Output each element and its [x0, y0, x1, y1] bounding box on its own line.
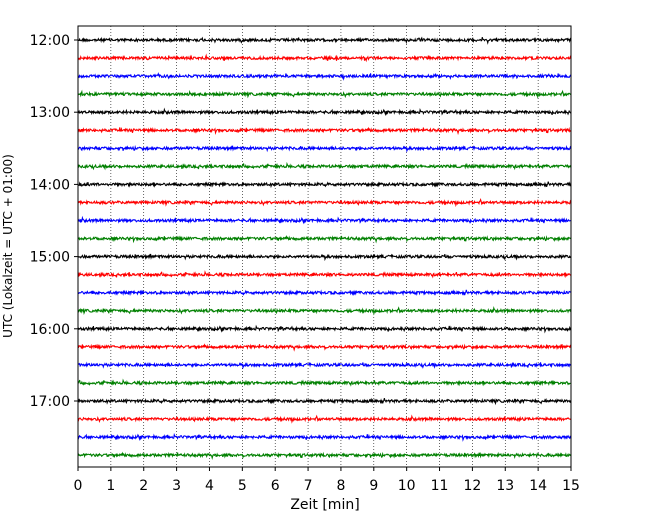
- y-axis-label: UTC (Lokalzeit = UTC + 01:00): [1, 154, 15, 338]
- trace-1230: [77, 72, 572, 81]
- trace-1615: [77, 343, 572, 352]
- trace-1530: [77, 289, 571, 297]
- x-tick-label-15: 15: [562, 478, 580, 494]
- x-tick-label-0: 0: [74, 478, 83, 494]
- trace-1700: [77, 397, 572, 406]
- trace-1630: [77, 361, 572, 370]
- x-tick-label-12: 12: [463, 478, 481, 494]
- y-tick-label-17:00: 17:00: [30, 394, 70, 410]
- trace-1500: [77, 253, 571, 262]
- y-tick-label-16:00: 16:00: [30, 322, 70, 338]
- trace-1545: [77, 306, 572, 316]
- x-tick-label-4: 4: [205, 478, 214, 494]
- x-tick-label-9: 9: [369, 478, 378, 494]
- trace-1215: [77, 53, 572, 63]
- x-tick-label-7: 7: [304, 478, 313, 494]
- x-tick-label-8: 8: [336, 478, 345, 494]
- x-tick-label-3: 3: [172, 478, 181, 494]
- x-axis-ticks: 0 1 2 3 4 5 6 7 8 9 10 11 12 13 14 15: [74, 467, 580, 494]
- x-tick-label-10: 10: [398, 478, 416, 494]
- trace-1645: [77, 378, 571, 387]
- trace-1345: [77, 161, 572, 171]
- x-tick-label-14: 14: [529, 478, 547, 494]
- trace-1515: [77, 270, 571, 279]
- y-tick-label-12:00: 12:00: [30, 33, 70, 49]
- trace-1315: [77, 126, 572, 136]
- trace-1600: [77, 324, 572, 334]
- x-axis-label: Zeit [min]: [290, 497, 359, 513]
- x-tick-label-5: 5: [238, 478, 247, 494]
- y-tick-label-13:00: 13:00: [30, 105, 70, 121]
- y-tick-label-15:00: 15:00: [30, 250, 70, 266]
- trace-1730: [77, 432, 572, 442]
- trace-1715: [77, 414, 572, 424]
- trace-1745: [77, 451, 572, 461]
- trace-1300: [77, 107, 572, 117]
- trace-1415: [77, 197, 572, 208]
- trace-1445: [77, 235, 572, 244]
- x-tick-label-2: 2: [139, 478, 148, 494]
- x-tick-label-13: 13: [496, 478, 514, 494]
- x-tick-label-6: 6: [271, 478, 280, 494]
- trace-1330: [77, 144, 572, 153]
- y-axis-ticks: 12:00 13:00 14:00 15:00 16:00 17:00: [30, 33, 78, 410]
- trace-1245: [77, 89, 571, 99]
- plot-frame: [77, 25, 572, 468]
- trace-1400: [77, 180, 572, 189]
- x-tick-label-11: 11: [431, 478, 449, 494]
- y-tick-label-14:00: 14:00: [30, 177, 70, 193]
- trace-1200: [77, 36, 572, 45]
- traces-group: [77, 36, 572, 461]
- trace-1430: [77, 215, 571, 225]
- x-tick-label-1: 1: [106, 478, 115, 494]
